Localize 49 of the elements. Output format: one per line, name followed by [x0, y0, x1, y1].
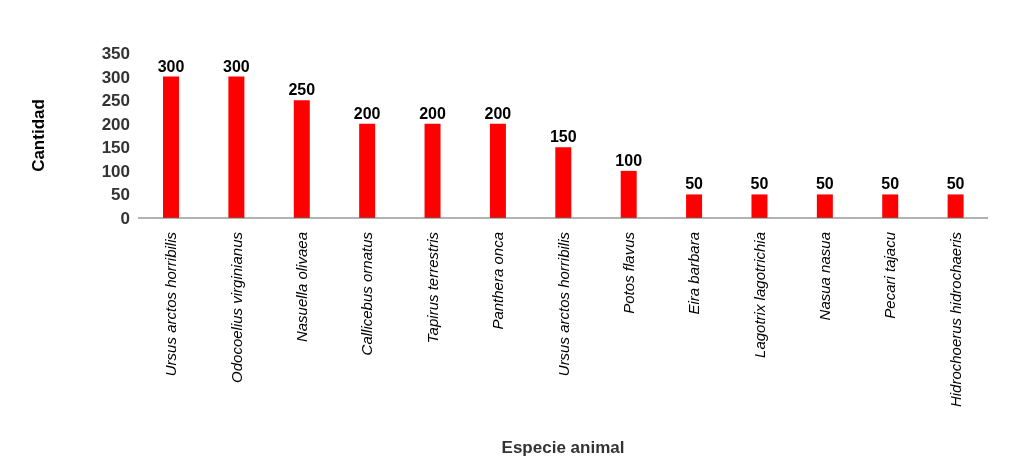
x-tick-label: Callicebus ornatus	[358, 231, 376, 356]
bar	[686, 194, 703, 218]
bar	[555, 147, 572, 218]
y-tick-label: 250	[101, 91, 130, 111]
data-label: 200	[484, 104, 512, 122]
y-axis-title: Cantidad	[29, 99, 49, 172]
bar	[424, 123, 441, 218]
data-label: 200	[419, 104, 446, 122]
data-label: 200	[353, 104, 381, 122]
x-tick-label: Odocoelius virginianus	[227, 231, 245, 383]
x-tick-label: Pecari tajacu	[881, 231, 899, 319]
x-tick-label: Potos flavus	[619, 231, 637, 314]
x-tick-label: Tapirus terrestris	[423, 231, 441, 344]
bar	[359, 123, 376, 218]
bar	[947, 194, 964, 218]
y-tick-label: 50	[111, 185, 130, 205]
data-label: 250	[288, 81, 316, 99]
bar	[293, 100, 310, 218]
data-label: 50	[881, 175, 900, 193]
x-tick-label: Ursus arctos horribilis	[554, 231, 572, 377]
y-tick-label: 0	[120, 209, 130, 229]
bar	[816, 194, 833, 218]
y-tick-label: 350	[101, 44, 130, 64]
x-axis-title: Especie animal	[501, 438, 625, 457]
data-label: 50	[815, 175, 834, 193]
x-tick-label: Ursus arctos horribilis	[162, 231, 180, 377]
bar	[620, 170, 637, 218]
data-label: 100	[615, 151, 643, 169]
data-label: 300	[223, 57, 250, 75]
y-tick-label: 300	[101, 67, 130, 87]
bar	[882, 194, 899, 218]
bar	[489, 123, 506, 218]
data-label: 50	[946, 175, 965, 193]
x-tick-label: Hidrochoerus hidrochaeris	[946, 231, 964, 408]
data-label: 50	[685, 175, 704, 193]
x-tick-label: Eira barbara	[685, 232, 703, 315]
x-tick-label: Nasuella olivaea	[292, 232, 310, 343]
data-label: 150	[549, 128, 577, 146]
data-label: 300	[157, 57, 185, 75]
bar	[163, 76, 179, 218]
x-tick-label: Nasua nasua	[816, 232, 834, 321]
y-tick-label: 150	[101, 138, 130, 158]
y-tick-label: 200	[101, 114, 130, 134]
x-tick-label: Lagotrix lagotrichia	[750, 232, 768, 358]
y-tick-label: 100	[101, 161, 130, 181]
x-tick-label: Panthera onca	[489, 232, 507, 330]
bar	[228, 76, 245, 218]
bar	[751, 194, 768, 218]
data-label: 50	[750, 175, 769, 193]
